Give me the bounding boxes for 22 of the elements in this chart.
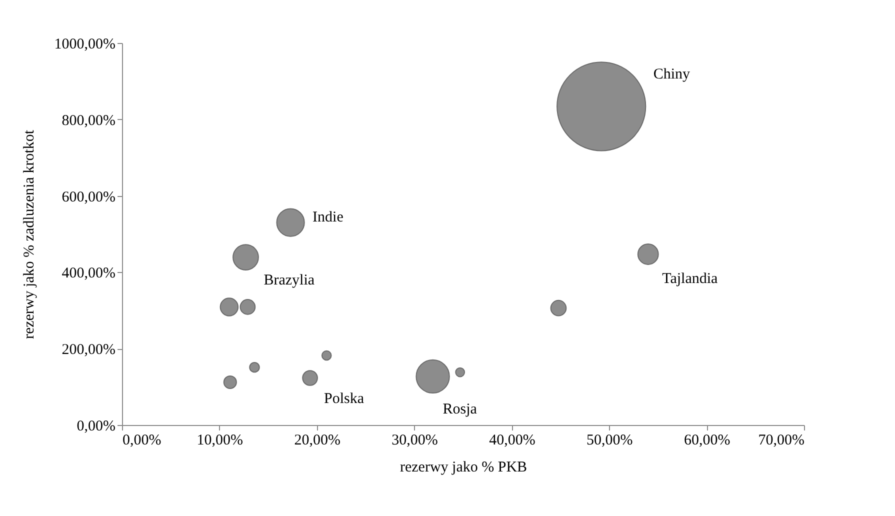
y-tick-label: 400,00%	[62, 266, 116, 282]
y-tick-label: 0,00%	[76, 418, 116, 434]
x-tick-label: 10,00%	[196, 432, 244, 448]
x-tick-label: 30,00%	[392, 432, 438, 448]
annotation: Tajlandia	[662, 271, 718, 288]
y-tick-label: 200,00%	[62, 342, 116, 358]
x-tick-label: 50,00%	[586, 432, 633, 448]
x-tick-label: 40,00%	[489, 432, 536, 448]
y-axis-title: rezerwy jako % zadluzenia krotkot	[21, 129, 38, 340]
x-tick-label: 60,00%	[684, 432, 730, 448]
y-tick-label: 800,00%	[62, 112, 116, 129]
y-tick-label: 600,00%	[62, 189, 116, 206]
annotation: Chiny	[653, 66, 691, 82]
x-axis-title: rezerwy jako % PKB	[400, 460, 528, 476]
x-tick-label: 20,00%	[294, 432, 340, 448]
annotation: Polska	[324, 391, 364, 408]
x-tick-label: 0,00%	[122, 432, 162, 448]
annotation: Rosja	[442, 401, 478, 418]
y-tick-label: 1000,00%	[54, 36, 116, 52]
annotation: Indie	[312, 210, 344, 226]
annotation: Brazylia	[264, 272, 315, 288]
x-tick-label: 70,00%	[758, 432, 804, 448]
